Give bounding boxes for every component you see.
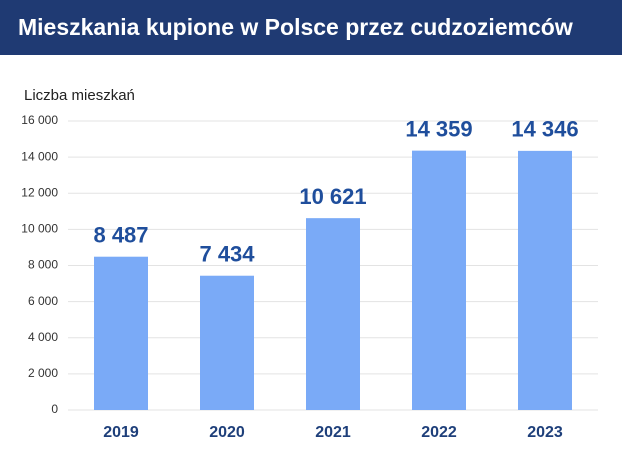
y-tick-label: 0: [51, 402, 58, 416]
x-tick-label: 2021: [315, 424, 351, 441]
bar: [306, 218, 360, 410]
bar: [412, 150, 466, 410]
header-banner: [0, 0, 622, 55]
y-tick-label: 2 000: [28, 366, 58, 380]
value-label: 10 621: [299, 184, 366, 209]
y-axis-label: Liczba mieszkań: [24, 87, 135, 104]
value-label: 8 487: [93, 223, 148, 248]
bar: [94, 256, 148, 410]
y-tick-label: 14 000: [21, 149, 58, 163]
value-label: 14 359: [405, 116, 472, 141]
y-tick-label: 10 000: [21, 222, 58, 236]
value-label: 7 434: [199, 242, 255, 267]
y-tick-label: 6 000: [28, 294, 58, 308]
y-tick-label: 16 000: [21, 113, 58, 127]
x-tick-label: 2022: [421, 424, 457, 441]
bar: [200, 275, 254, 410]
x-tick-label: 2019: [103, 424, 139, 441]
y-tick-label: 12 000: [21, 185, 58, 199]
x-tick-label: 2020: [209, 424, 245, 441]
y-tick-label: 4 000: [28, 330, 58, 344]
value-label: 14 346: [511, 117, 578, 142]
chart-title: Mieszkania kupione w Polsce przez cudzoz…: [18, 14, 573, 40]
x-tick-label: 2023: [527, 424, 563, 441]
y-tick-label: 8 000: [28, 258, 58, 272]
bar: [518, 150, 572, 411]
